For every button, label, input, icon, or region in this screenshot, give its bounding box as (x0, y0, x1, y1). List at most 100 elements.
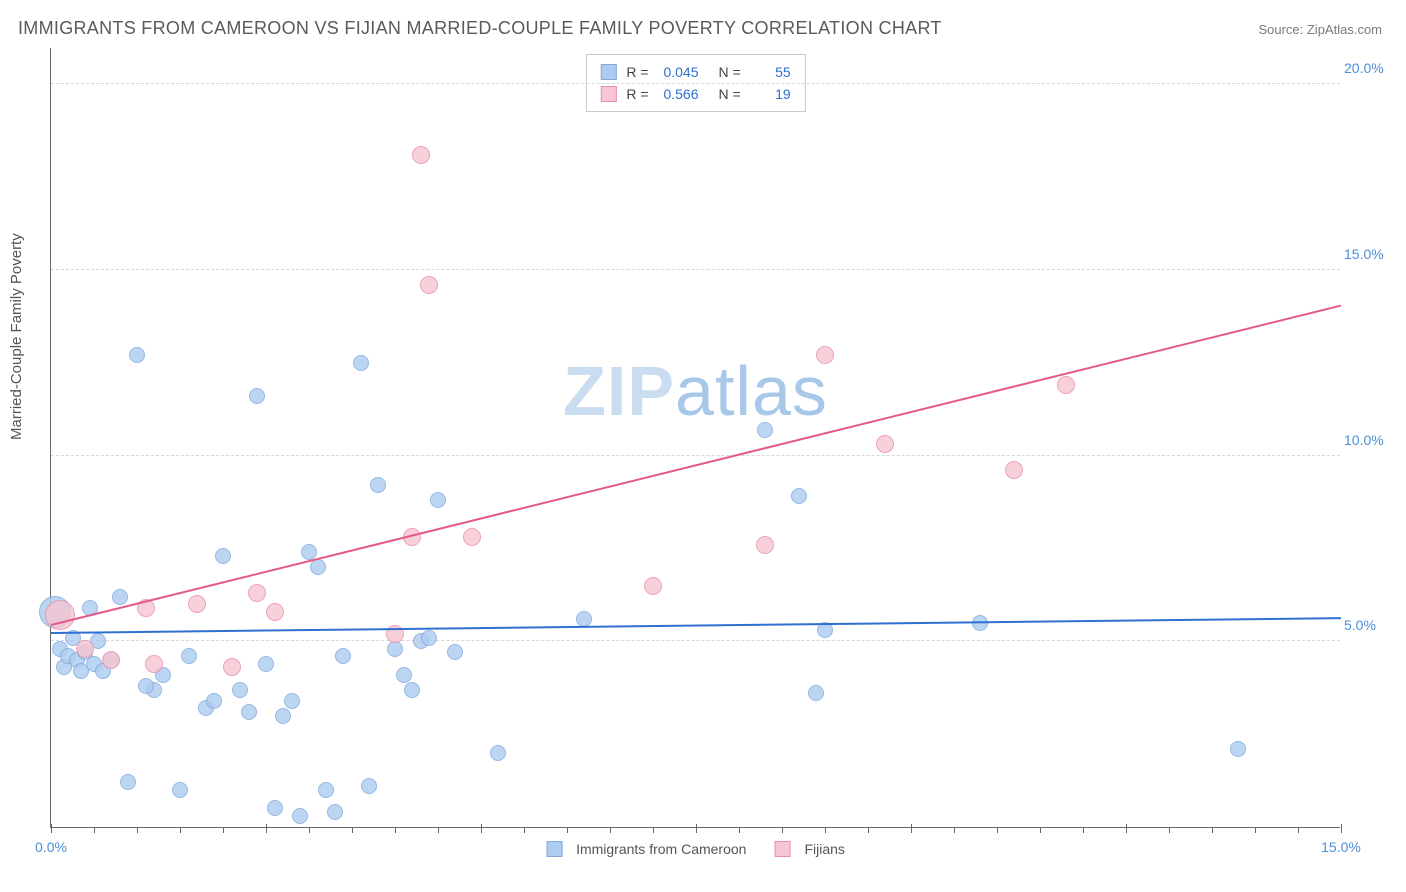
data-point (396, 667, 412, 683)
legend-series: Immigrants from Cameroon Fijians (546, 841, 845, 857)
x-tick (653, 827, 654, 833)
data-point (206, 693, 222, 709)
data-point (223, 658, 241, 676)
x-tick (825, 827, 826, 833)
data-point (756, 536, 774, 554)
x-tick (997, 827, 998, 833)
x-tick (911, 824, 912, 833)
data-point (430, 492, 446, 508)
chart-title: IMMIGRANTS FROM CAMEROON VS FIJIAN MARRI… (18, 18, 942, 39)
data-point (353, 355, 369, 371)
data-point (45, 600, 75, 630)
x-tick (395, 827, 396, 833)
x-tick (1126, 824, 1127, 833)
data-point (490, 745, 506, 761)
data-point (76, 640, 94, 658)
gridline (51, 269, 1340, 270)
x-tick (868, 827, 869, 833)
data-point (791, 488, 807, 504)
data-point (1005, 461, 1023, 479)
x-tick (782, 827, 783, 833)
x-tick (481, 824, 482, 833)
x-tick-label: 0.0% (35, 839, 67, 855)
data-point (816, 346, 834, 364)
data-point (145, 655, 163, 673)
data-point (644, 577, 662, 595)
x-tick (1083, 827, 1084, 833)
data-point (420, 276, 438, 294)
x-tick (567, 827, 568, 833)
swatch-cameroon (600, 64, 616, 80)
trend-line (51, 617, 1341, 634)
x-tick (610, 827, 611, 833)
data-point (267, 800, 283, 816)
gridline (51, 455, 1340, 456)
x-tick (1212, 827, 1213, 833)
data-point (232, 682, 248, 698)
data-point (447, 644, 463, 660)
data-point (258, 656, 274, 672)
trend-line (51, 305, 1341, 626)
x-tick (180, 827, 181, 833)
data-point (266, 603, 284, 621)
x-tick (438, 827, 439, 833)
correlation-chart: IMMIGRANTS FROM CAMEROON VS FIJIAN MARRI… (0, 0, 1406, 892)
x-tick (266, 824, 267, 833)
gridline (51, 640, 1340, 641)
swatch-fijians (600, 86, 616, 102)
data-point (181, 648, 197, 664)
data-point (361, 778, 377, 794)
x-tick (137, 827, 138, 833)
data-point (241, 704, 257, 720)
x-tick (1255, 827, 1256, 833)
data-point (421, 630, 437, 646)
y-tick-label: 15.0% (1344, 246, 1396, 262)
data-point (370, 477, 386, 493)
x-tick (739, 827, 740, 833)
data-point (808, 685, 824, 701)
data-point (188, 595, 206, 613)
x-tick (1169, 827, 1170, 833)
swatch-fijians-icon (774, 841, 790, 857)
data-point (112, 589, 128, 605)
data-point (249, 388, 265, 404)
data-point (757, 422, 773, 438)
swatch-cameroon-icon (546, 841, 562, 857)
data-point (576, 611, 592, 627)
data-point (1057, 376, 1075, 394)
x-tick (223, 827, 224, 833)
x-tick-label: 15.0% (1321, 839, 1361, 855)
watermark: ZIPatlas (563, 351, 828, 431)
source-label: Source: ZipAtlas.com (1258, 22, 1382, 37)
x-tick (524, 827, 525, 833)
legend-row-fijians: R = 0.566 N = 19 (600, 83, 790, 105)
plot-area: ZIPatlas R = 0.045 N = 55 R = 0.566 N = … (50, 48, 1340, 828)
y-tick-label: 5.0% (1344, 617, 1396, 633)
data-point (172, 782, 188, 798)
y-tick-label: 20.0% (1344, 60, 1396, 76)
data-point (248, 584, 266, 602)
data-point (412, 146, 430, 164)
data-point (327, 804, 343, 820)
data-point (284, 693, 300, 709)
data-point (404, 682, 420, 698)
x-tick (352, 827, 353, 833)
data-point (129, 347, 145, 363)
data-point (463, 528, 481, 546)
data-point (275, 708, 291, 724)
x-tick (309, 827, 310, 833)
data-point (1230, 741, 1246, 757)
data-point (876, 435, 894, 453)
x-tick (1040, 827, 1041, 833)
data-point (292, 808, 308, 824)
data-point (120, 774, 136, 790)
data-point (102, 651, 120, 669)
x-tick (1341, 824, 1342, 833)
x-tick (51, 824, 52, 833)
legend-row-cameroon: R = 0.045 N = 55 (600, 61, 790, 83)
data-point (215, 548, 231, 564)
x-tick (696, 824, 697, 833)
data-point (138, 678, 154, 694)
data-point (387, 641, 403, 657)
gridline (51, 83, 1340, 84)
